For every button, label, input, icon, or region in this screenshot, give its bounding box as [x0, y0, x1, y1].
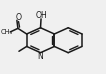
Text: CH₃: CH₃ [1, 29, 13, 35]
Text: N: N [38, 52, 43, 61]
Text: OH: OH [35, 11, 47, 20]
Text: O: O [15, 13, 22, 22]
